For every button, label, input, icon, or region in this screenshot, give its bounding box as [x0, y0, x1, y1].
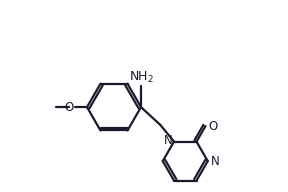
Text: N: N: [164, 134, 173, 147]
Text: O: O: [208, 119, 217, 132]
Text: N: N: [211, 155, 219, 168]
Text: NH$_2$: NH$_2$: [129, 70, 154, 85]
Text: O: O: [64, 101, 73, 114]
